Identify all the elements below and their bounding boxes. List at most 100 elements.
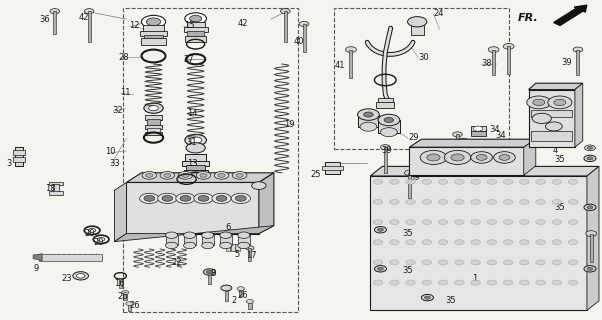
Circle shape (389, 260, 399, 265)
Polygon shape (575, 83, 583, 147)
Text: 8: 8 (211, 269, 216, 278)
Text: 3: 3 (7, 159, 12, 168)
Circle shape (212, 193, 231, 204)
Circle shape (503, 280, 513, 285)
Bar (185, 36, 206, 42)
Bar (248, 248, 252, 261)
Circle shape (160, 172, 175, 179)
Circle shape (146, 173, 153, 177)
Bar (187, 31, 204, 37)
Circle shape (405, 170, 414, 175)
Circle shape (520, 280, 529, 285)
Circle shape (471, 260, 480, 265)
Text: 9: 9 (34, 264, 39, 273)
Text: 25: 25 (311, 170, 321, 179)
Text: 27: 27 (184, 55, 194, 64)
Circle shape (503, 44, 514, 49)
Text: 40: 40 (294, 37, 304, 46)
Circle shape (421, 294, 433, 301)
Text: 18: 18 (45, 184, 55, 193)
Bar (378, 98, 393, 103)
Circle shape (536, 220, 545, 225)
Circle shape (427, 154, 440, 161)
Circle shape (536, 280, 545, 285)
Circle shape (178, 172, 193, 179)
Bar (147, 128, 160, 132)
Circle shape (408, 17, 427, 27)
Circle shape (406, 199, 415, 204)
Bar (456, 134, 459, 154)
Text: 39: 39 (409, 173, 420, 182)
Text: 41: 41 (335, 61, 346, 70)
Bar (145, 132, 162, 135)
Text: 10: 10 (105, 148, 116, 156)
Polygon shape (529, 83, 583, 90)
Circle shape (568, 260, 578, 265)
Circle shape (573, 47, 583, 52)
Circle shape (406, 179, 415, 184)
Circle shape (586, 231, 597, 236)
Circle shape (190, 137, 202, 143)
Circle shape (158, 193, 177, 204)
Polygon shape (524, 139, 536, 175)
Circle shape (378, 114, 400, 126)
Bar (147, 119, 160, 126)
Circle shape (455, 240, 464, 245)
Bar (184, 170, 208, 175)
Text: 7: 7 (566, 114, 571, 123)
Polygon shape (126, 173, 274, 182)
Circle shape (389, 199, 399, 204)
Bar (123, 8, 298, 312)
Circle shape (185, 134, 206, 146)
Circle shape (422, 260, 432, 265)
Polygon shape (370, 166, 599, 176)
Bar (141, 38, 166, 45)
Circle shape (471, 220, 480, 225)
Polygon shape (126, 182, 259, 234)
Circle shape (122, 291, 129, 294)
Text: 32: 32 (112, 106, 123, 115)
Circle shape (142, 172, 157, 179)
Circle shape (536, 260, 545, 265)
Bar (378, 120, 400, 133)
Circle shape (503, 199, 513, 204)
Text: 42: 42 (238, 20, 248, 28)
Circle shape (455, 260, 464, 265)
Circle shape (568, 199, 578, 204)
Text: 38: 38 (482, 60, 492, 68)
Circle shape (389, 280, 399, 285)
Circle shape (214, 172, 229, 179)
Circle shape (231, 193, 250, 204)
Text: 42: 42 (79, 13, 89, 22)
Circle shape (520, 179, 529, 184)
Circle shape (503, 179, 513, 184)
Text: 34: 34 (489, 125, 500, 134)
Circle shape (186, 143, 205, 153)
Bar (531, 110, 572, 117)
Circle shape (196, 172, 211, 179)
Circle shape (438, 199, 448, 204)
Circle shape (552, 179, 562, 184)
Circle shape (451, 154, 464, 161)
Bar (123, 291, 127, 300)
Circle shape (520, 199, 529, 204)
Circle shape (373, 199, 383, 204)
Circle shape (503, 260, 513, 265)
Circle shape (406, 280, 415, 285)
Bar (184, 235, 196, 245)
Circle shape (520, 260, 529, 265)
Bar (411, 23, 424, 35)
Bar (225, 291, 228, 301)
Circle shape (218, 173, 225, 177)
FancyArrow shape (554, 5, 587, 26)
Circle shape (494, 152, 515, 163)
Bar (235, 244, 240, 251)
Circle shape (503, 220, 513, 225)
Circle shape (50, 9, 60, 14)
Text: 2: 2 (232, 296, 237, 305)
Bar (15, 147, 23, 166)
Circle shape (487, 240, 497, 245)
Circle shape (532, 113, 551, 124)
Circle shape (536, 179, 545, 184)
Text: 33: 33 (110, 159, 120, 168)
